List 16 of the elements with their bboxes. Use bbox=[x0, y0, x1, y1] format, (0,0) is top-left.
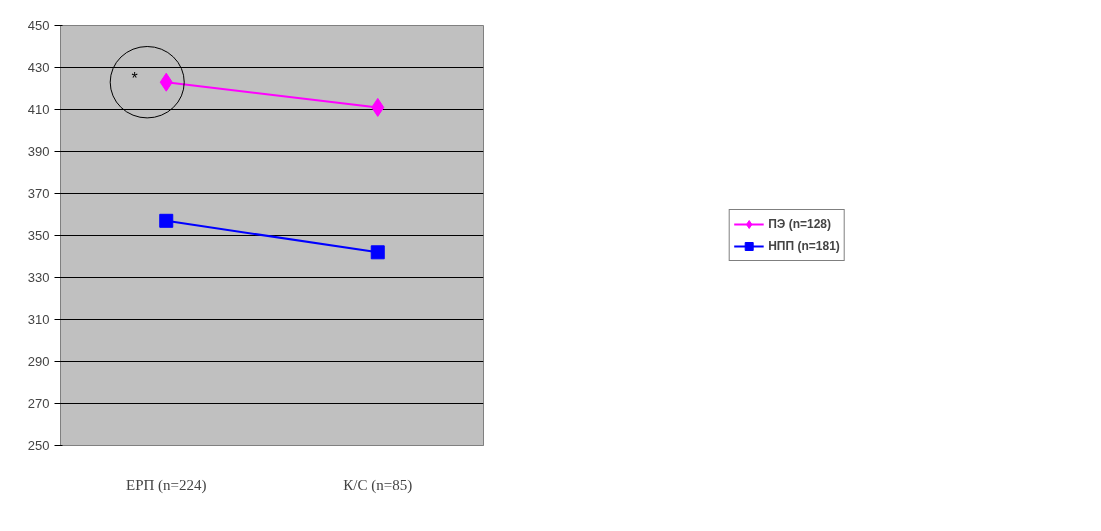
x-tick-label: К/С (n=85) bbox=[343, 476, 413, 494]
y-tick-label: 270 bbox=[27, 396, 50, 411]
y-tick-label: 350 bbox=[27, 228, 50, 243]
y-tick-label: 370 bbox=[27, 186, 50, 201]
y-tick-label: 450 bbox=[27, 18, 50, 33]
legend-label: НПП (n=181) bbox=[768, 239, 840, 253]
y-tick-label: 290 bbox=[27, 354, 50, 369]
y-tick-label: 410 bbox=[27, 102, 50, 117]
y-tick-label: 310 bbox=[27, 312, 50, 327]
y-tick-label: 390 bbox=[27, 144, 50, 159]
y-tick-label: 250 bbox=[27, 438, 50, 453]
annotation: * bbox=[131, 69, 138, 87]
y-tick-label: 330 bbox=[27, 270, 50, 285]
x-tick-label: ЕРП (n=224) bbox=[125, 476, 207, 494]
y-tick-label: 430 bbox=[27, 60, 50, 75]
legend-label: ПЭ (n=128) bbox=[768, 217, 832, 231]
